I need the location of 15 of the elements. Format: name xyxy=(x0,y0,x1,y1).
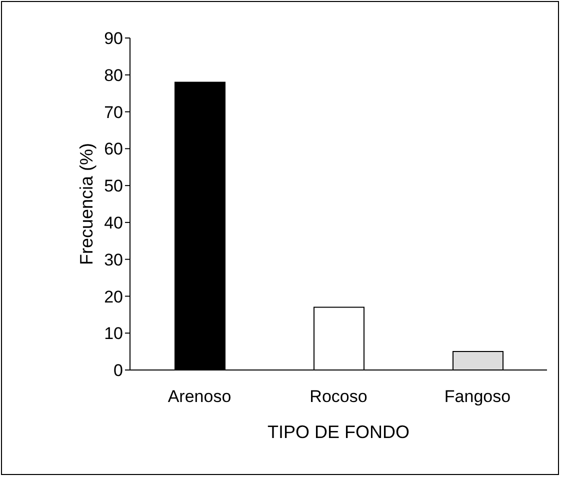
x-axis-title: TIPO DE FONDO xyxy=(267,422,410,442)
x-tick-label: Rocoso xyxy=(310,387,368,406)
y-tick-label: 60 xyxy=(104,140,123,159)
y-tick-label: 70 xyxy=(104,102,123,122)
x-tick-label: Arenoso xyxy=(168,387,232,406)
y-tick-label: 50 xyxy=(104,176,123,196)
y-tick-label: 90 xyxy=(104,29,123,48)
x-tick-label: Fangoso xyxy=(444,387,511,406)
y-axis-title: Frecuencia (%) xyxy=(76,142,96,266)
y-tick-label: 10 xyxy=(104,324,123,344)
y-tick-label: 20 xyxy=(104,287,123,306)
y-tick-label: 80 xyxy=(104,66,123,85)
y-tick-label: 40 xyxy=(104,213,123,232)
y-tick-label: 30 xyxy=(104,250,123,270)
y-tick-label: 0 xyxy=(114,361,123,380)
